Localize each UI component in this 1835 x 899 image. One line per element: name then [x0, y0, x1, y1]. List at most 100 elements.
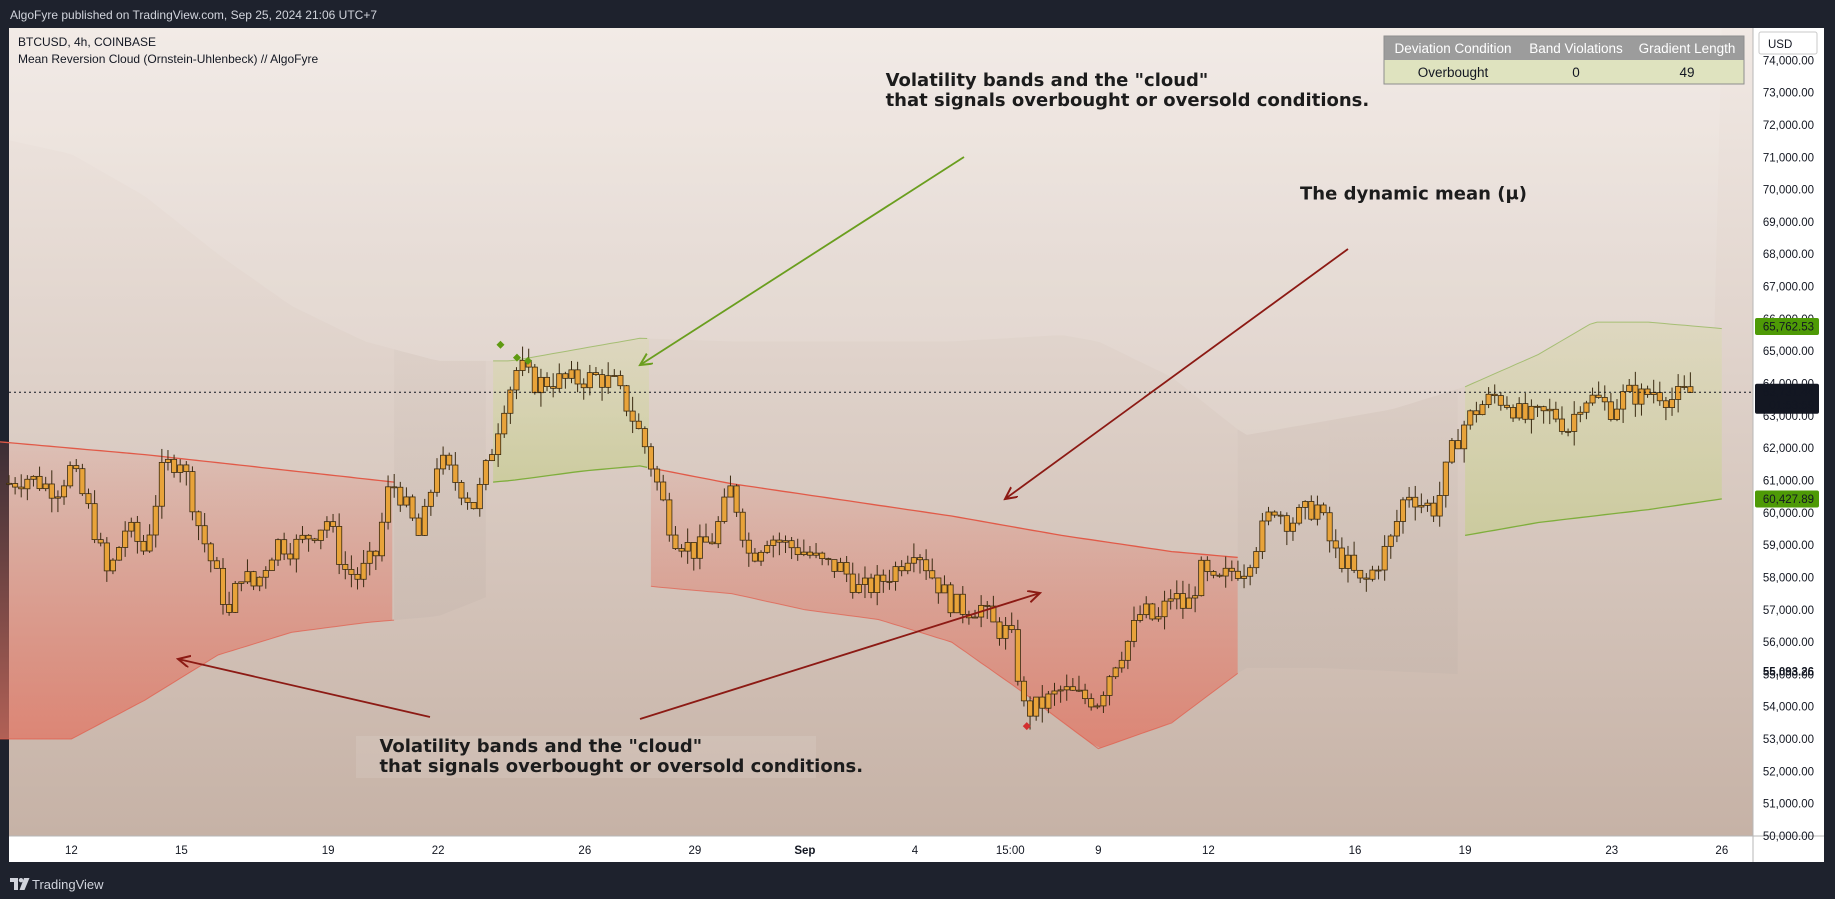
candle-body — [128, 521, 135, 532]
candle-body — [1283, 515, 1290, 532]
candle-body — [1546, 408, 1553, 412]
indicator-legend[interactable]: Mean Reversion Cloud (Ornstein-Uhlenbeck… — [18, 52, 318, 66]
candle-body — [923, 559, 930, 572]
candle-body — [1540, 406, 1547, 412]
candle-body — [1118, 659, 1125, 669]
candle-body — [1528, 405, 1535, 420]
candle-body — [67, 465, 74, 487]
annotation-layer: Volatility bands and the "cloud" that sig… — [178, 70, 1527, 778]
candle-body — [1155, 616, 1162, 620]
time-tick-label: 12 — [65, 845, 78, 857]
candle-body — [446, 454, 453, 466]
inner-band-bearish — [0, 619, 395, 740]
candle-body — [1014, 629, 1021, 682]
price-tick-label: 50,000.00 — [1763, 831, 1814, 843]
candle-body — [305, 534, 312, 540]
candle-body — [990, 605, 997, 623]
candle-body — [831, 559, 838, 572]
candle-body — [684, 542, 691, 552]
candle-body — [1363, 577, 1370, 580]
candle-body — [837, 562, 844, 572]
candle-body — [1198, 559, 1205, 597]
candle-body — [1614, 408, 1621, 420]
time-tick-label: 12 — [1202, 845, 1215, 857]
candle-body — [654, 468, 661, 483]
time-axis[interactable] — [9, 836, 1824, 862]
candle-body — [1057, 689, 1064, 692]
candle-body — [1418, 505, 1425, 508]
candle-body — [1491, 393, 1498, 396]
time-tick-label: 22 — [432, 845, 445, 857]
candle-body — [1106, 676, 1113, 696]
candle-body — [972, 616, 979, 619]
candle-body — [635, 420, 642, 430]
currency-label[interactable]: USD — [1768, 39, 1792, 51]
annotation-line: that signals overbought or oversold cond… — [886, 90, 1370, 111]
candle-body — [12, 483, 19, 488]
candle-body — [751, 552, 758, 562]
candle-body — [874, 574, 881, 593]
cloud-segment-neutral — [1329, 389, 1458, 675]
price-tag-label: 63,731.44 — [1763, 387, 1815, 399]
cloud-segment-neutral — [1237, 420, 1330, 674]
candle-body — [617, 375, 624, 387]
signal-marker — [496, 340, 505, 349]
candle-body — [537, 376, 544, 394]
candle-body — [1326, 512, 1333, 542]
time-tick-label: 16 — [1349, 845, 1362, 857]
time-tick-label: 9 — [1095, 845, 1101, 857]
price-tick-label: 65,000.00 — [1763, 346, 1814, 358]
candle-body — [788, 540, 795, 549]
candle-body — [782, 540, 789, 543]
candle-body — [1442, 461, 1449, 496]
publish-info: AlgoFyre published on TradingView.com, S… — [10, 8, 378, 22]
candle-body — [1332, 540, 1339, 549]
candle-body — [1302, 501, 1309, 508]
price-tick-label: 55,000.00 — [1763, 669, 1814, 681]
candle-body — [1204, 559, 1211, 572]
candle-body — [629, 410, 636, 422]
candle-body — [507, 389, 514, 414]
symbol-legend[interactable]: BTCUSD, 4h, COINBASE — [18, 35, 156, 49]
upper-zone — [9, 28, 1722, 435]
candle-body — [1063, 686, 1070, 691]
candle-body — [189, 471, 196, 513]
candle-body — [1088, 698, 1095, 708]
candle-body — [1589, 394, 1596, 404]
mean-line-bearish — [650, 467, 1238, 559]
candle-body — [861, 577, 868, 585]
price-axis[interactable] — [1753, 28, 1824, 836]
price-tag-label: 65,762.53 — [1763, 322, 1814, 334]
time-tick-label: 19 — [1459, 845, 1472, 857]
candle-body — [1620, 391, 1627, 410]
candle-body — [709, 541, 716, 545]
candle-body — [1369, 569, 1376, 580]
candle-body — [1522, 403, 1529, 420]
candle-body — [1638, 388, 1645, 405]
candle-body — [1650, 392, 1657, 395]
candle-body — [85, 493, 92, 505]
candle-body — [1577, 411, 1584, 415]
candle-body — [275, 539, 282, 561]
deviation-table: Deviation Condition Band Violations Grad… — [1383, 35, 1745, 85]
candle-body — [1051, 690, 1058, 695]
tradingview-logo-icon[interactable] — [10, 878, 30, 890]
candle-body — [1179, 593, 1186, 609]
candle-body — [1626, 384, 1633, 392]
candle-body — [562, 373, 569, 379]
candle-body — [458, 482, 465, 499]
candle-body — [770, 539, 777, 546]
candle-body — [984, 604, 991, 607]
candle-body — [758, 551, 765, 562]
candle-body — [91, 503, 98, 541]
footer-brand[interactable]: TradingView — [32, 877, 104, 892]
candle-body — [1448, 440, 1455, 463]
annotation-arrow — [178, 659, 431, 718]
table-header-violations: Band Violations — [1529, 41, 1623, 56]
candle-body — [660, 481, 667, 501]
candle-body — [495, 433, 502, 455]
candle-body — [250, 571, 257, 587]
candle-body — [1143, 603, 1150, 616]
